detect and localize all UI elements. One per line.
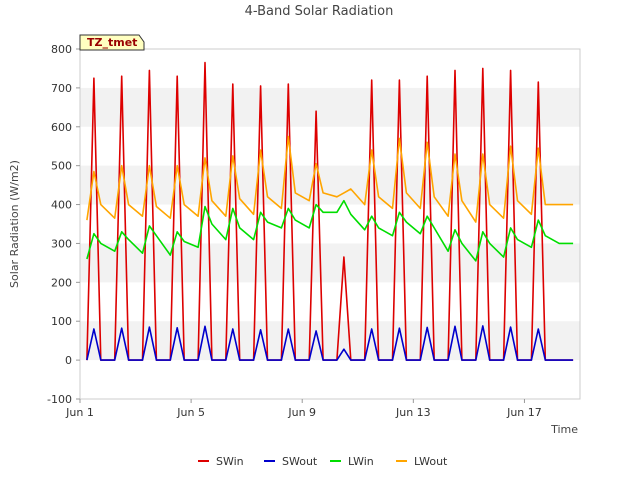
y-tick-label: 200 — [51, 276, 72, 289]
y-tick-label: 0 — [65, 354, 72, 367]
grid-band — [80, 165, 580, 205]
tz-tag-label: TZ_tmet — [87, 36, 137, 49]
y-tick-label: 700 — [51, 82, 72, 95]
y-tick-label: -100 — [47, 393, 72, 406]
legend: SWin SWout LWin LWout — [198, 455, 448, 468]
legend-label-swout: SWout — [282, 455, 318, 468]
grid-band — [80, 321, 580, 361]
x-tick-label: Jun 5 — [176, 406, 205, 419]
y-axis-label: Solar Radiation (W/m2) — [8, 160, 21, 288]
chart-title: 4-Band Solar Radiation — [245, 4, 394, 19]
grid-band — [80, 87, 580, 127]
y-tick-label: 500 — [51, 160, 72, 173]
series-line-lwin — [86, 199, 574, 262]
x-tick-label: Jun 9 — [287, 406, 316, 419]
x-tick-label: Jun 13 — [395, 406, 431, 419]
series-line-lwout — [86, 135, 574, 223]
y-tick-label: 100 — [51, 315, 72, 328]
y-tick-label: 300 — [51, 237, 72, 250]
x-tick-label: Jun 17 — [506, 406, 542, 419]
y-axis-ticks: -100 0 100 200 300 400 500 600 700 800 — [47, 43, 80, 406]
y-tick-label: 400 — [51, 199, 72, 212]
legend-label-lwin: LWin — [348, 455, 374, 468]
x-tick-label: Jun 1 — [65, 406, 94, 419]
plot-area — [79, 48, 581, 400]
series-line-swout — [86, 325, 574, 361]
legend-label-swin: SWin — [216, 455, 244, 468]
tz-tag: TZ_tmet — [79, 34, 145, 51]
x-axis-ticks: Jun 1 Jun 5 Jun 9 Jun 13 Jun 17 — [65, 399, 542, 419]
legend-label-lwout: LWout — [414, 455, 448, 468]
series-layer — [86, 61, 574, 361]
y-tick-label: 800 — [51, 43, 72, 56]
x-axis-label: Time — [550, 423, 578, 436]
y-tick-label: 600 — [51, 121, 72, 134]
